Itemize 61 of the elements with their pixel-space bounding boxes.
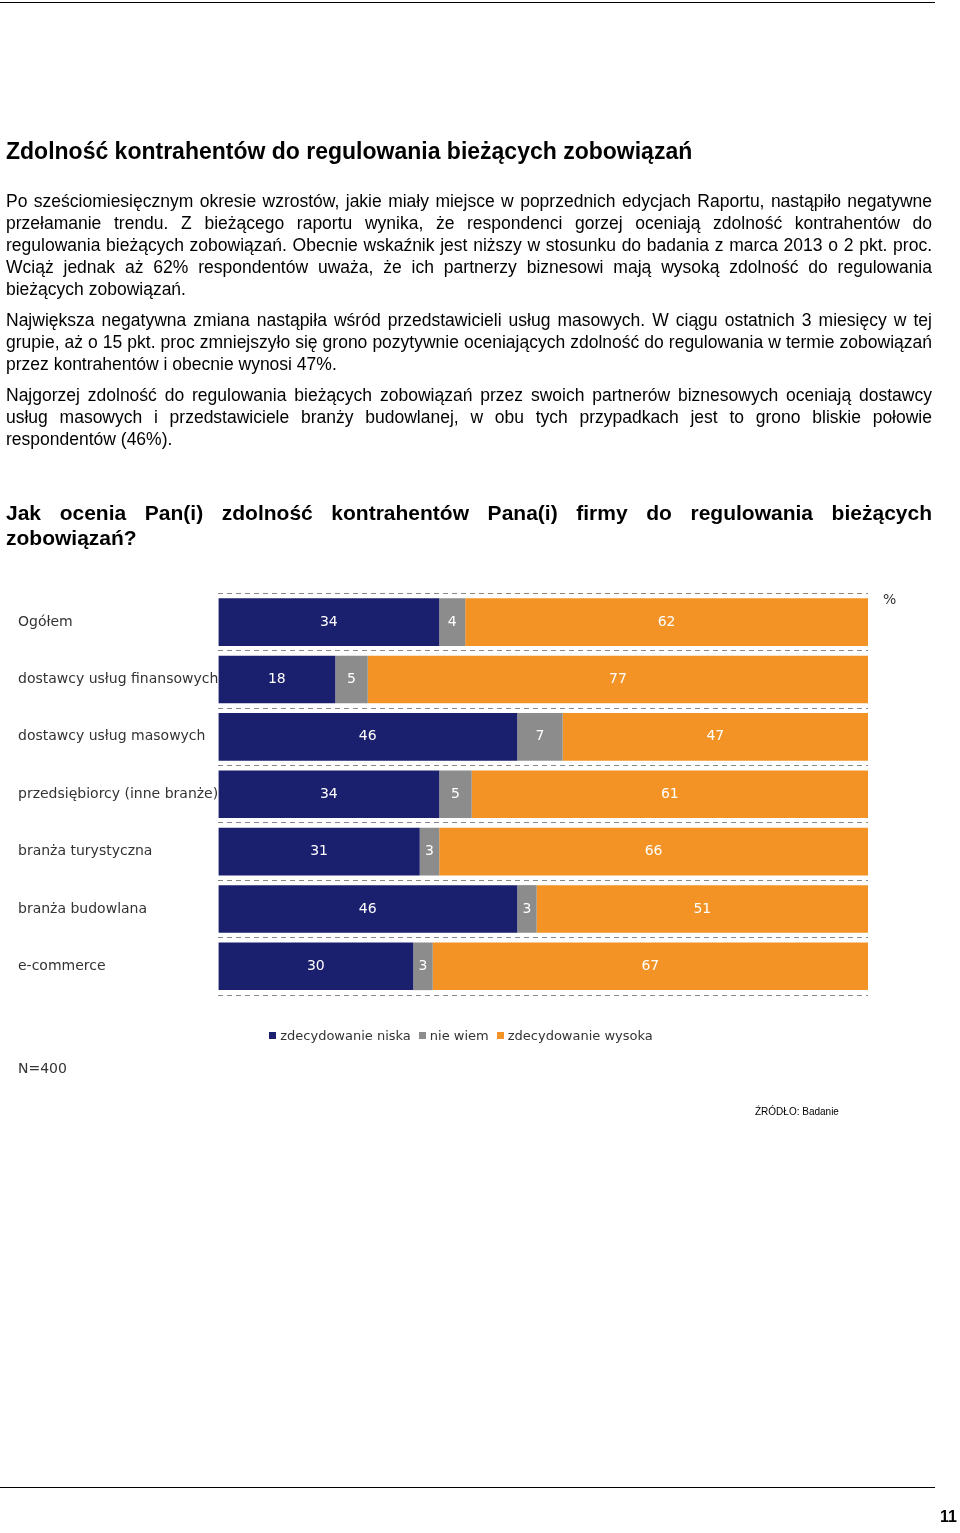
bar (562, 713, 868, 761)
data-label: 46 (358, 899, 377, 916)
y-tick-label: e-commerce (18, 956, 106, 973)
data-label: 62 (657, 612, 676, 629)
chart-subtitle: Jak ocenia Pan(i) zdolność kontrahentów Pana(i) firmy do regulowania bieżących zobowiązań? (6, 500, 932, 550)
bar (439, 827, 868, 876)
bar (517, 885, 537, 933)
data-label: 3 (418, 956, 428, 973)
bar (536, 885, 868, 933)
y-tick-label: branża budowlana (18, 899, 148, 916)
data-label: 47 (706, 727, 725, 744)
y-tick-label: przedsiębiorcy (inne branże) (18, 784, 219, 801)
y-tick-label: dostawcy usług finansowych (18, 670, 219, 687)
text: % (883, 591, 897, 607)
bar (471, 770, 868, 819)
data-label: 5 (451, 784, 460, 801)
data-label: 46 (358, 727, 377, 744)
bar (218, 655, 336, 704)
y-tick-label: dostawcy usług masowych (18, 727, 206, 744)
data-label: 34 (319, 612, 338, 629)
bar (218, 827, 420, 876)
data-label: 3 (425, 842, 434, 859)
bar (419, 827, 440, 876)
data-label: 67 (641, 956, 660, 973)
y-tick-label: branża turystyczna (18, 842, 153, 859)
text: N=400 (18, 1060, 67, 1076)
bar (413, 942, 433, 991)
text: 11 (940, 1508, 957, 1526)
legend-label: zdecydowanie wysoka (507, 1028, 653, 1043)
text: Największa negatywna zmiana nastąpiła wśród przedstawicieli usług masowych. W ciągu ostatnich 3 miesięcy w tej grupie, aż o 15 pkt. proc zmniejszyło się grono pozytywnie oceniających zdolność do regulowania w termie zobowiązań przez kontrahentów i obecnie wynosi 47%. (6, 309, 932, 375)
bar (218, 598, 440, 646)
text: Najgorzej zdolność do regulowania bieżących zobowiązań przez swoich partnerów biznesowych oceniają dostawcy usług masowych i przedstawiciele branży budowlanej, w obu tych przypadkach jest to grono bliskie połowie respondentów (46%). (6, 384, 932, 450)
data-label: 77 (608, 670, 627, 687)
bar (432, 942, 868, 991)
bar (218, 713, 518, 761)
bar (218, 885, 518, 933)
data-label: 30 (306, 956, 325, 973)
data-label: 18 (267, 670, 286, 687)
bar (439, 770, 472, 819)
bar (218, 770, 440, 819)
bar (335, 655, 368, 704)
bar (517, 713, 563, 761)
bar (439, 598, 466, 646)
bar (218, 942, 414, 991)
data-label: 5 (347, 670, 356, 687)
data-label: 31 (310, 842, 328, 859)
data-label: 66 (644, 842, 663, 859)
data-label: 34 (319, 784, 338, 801)
data-label: 51 (693, 899, 712, 916)
data-label: 7 (535, 727, 545, 744)
bar (367, 655, 868, 704)
y-tick-label: Ogółem (18, 612, 73, 629)
bar (465, 598, 868, 646)
legend-label: zdecydowanie niska (280, 1028, 411, 1043)
text: ŹRÓDŁO: Badanie (755, 1106, 839, 1117)
legend-label: nie wiem (429, 1028, 489, 1043)
text: Po sześciomiesięcznym okresie wzrostów, jakie miały miejsce w poprzednich edycjach Raportu, nastąpiło negatywne przełamanie trendu. Z bieżącego raportu wynika, że respondenci gorzej oceniają zdolność kontrahentów do regulowania bieżących zobowiązań. Obecnie wskaźnik jest niższy w stosunku do badania z marca 2013 o 2 pkt. proc. Wciąż jednak aż 62% respondentów uważa, że ich partnerzy biznesowi mają wysoką zdolność do regulowania bieżących zobowiązań. (6, 190, 932, 300)
data-label: 4 (447, 612, 457, 629)
data-label: 3 (522, 899, 532, 916)
data-label: 61 (660, 784, 679, 801)
chart-title: Zdolność kontrahentów do regulowania bieżących zobowiązań (6, 138, 693, 165)
